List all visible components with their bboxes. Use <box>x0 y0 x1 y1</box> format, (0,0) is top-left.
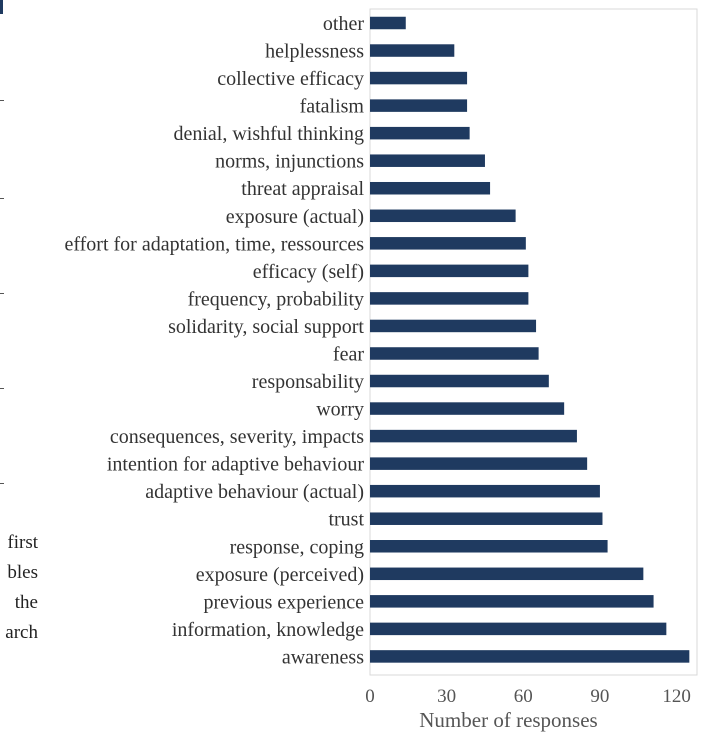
bar <box>370 402 565 415</box>
category-label: worry <box>316 399 364 421</box>
category-label: fear <box>333 343 364 365</box>
category-label: frequency, probability <box>188 288 364 310</box>
bar <box>370 126 470 140</box>
category-label: awareness <box>282 646 364 668</box>
category-label: response, coping <box>230 536 364 558</box>
category-label: solidarity, social support <box>168 316 364 338</box>
fragment-word: the <box>14 592 38 613</box>
x-tick-label: 60 <box>514 686 533 707</box>
category-label: denial, wishful thinking <box>173 123 364 145</box>
bar <box>370 512 603 525</box>
category-labels-group: other helplessness collective efficacy fata… <box>64 13 364 668</box>
bar <box>370 319 537 333</box>
x-axis-ticks-group: 0 30 60 90 120 <box>365 686 691 707</box>
bar <box>370 374 549 388</box>
bar <box>370 484 600 498</box>
category-label: other <box>323 13 364 35</box>
left-text-fragment: first bles the arch <box>0 0 40 732</box>
category-label: information, knowledge <box>172 619 364 641</box>
category-label: fatalism <box>300 96 365 118</box>
fragment-word: bles <box>7 562 38 583</box>
x-tick-label: 30 <box>437 686 456 707</box>
bars-group <box>370 16 690 663</box>
bar <box>370 99 468 112</box>
bar <box>370 347 539 360</box>
fragment-tick <box>0 198 4 199</box>
category-label: responsability <box>252 371 364 393</box>
category-label: consequences, severity, impacts <box>110 426 364 448</box>
bar <box>370 237 526 250</box>
category-label: effort for adaptation, time, ressources <box>64 233 364 255</box>
fragment-tick <box>0 388 4 389</box>
fragment-tick <box>0 483 4 484</box>
bar <box>370 154 485 167</box>
category-label: trust <box>328 509 364 531</box>
bar <box>370 292 529 305</box>
bar <box>370 595 654 608</box>
fragment-tick <box>0 293 4 294</box>
fragment-tick <box>0 100 4 101</box>
bar <box>370 622 667 636</box>
bar <box>370 264 529 278</box>
plot-area-border <box>369 8 698 676</box>
category-label: collective efficacy <box>217 68 364 90</box>
fragment-word: first <box>7 532 38 553</box>
category-label: helplessness <box>265 41 364 63</box>
category-label: exposure (actual) <box>226 206 364 228</box>
bar <box>370 650 690 663</box>
bar <box>370 457 588 470</box>
fragment-word: arch <box>5 622 38 643</box>
bar <box>370 540 608 553</box>
bar <box>370 181 491 195</box>
x-tick-label: 90 <box>590 686 609 707</box>
category-label: norms, injunctions <box>215 151 364 173</box>
bar <box>370 209 516 223</box>
x-axis-title: Number of responses <box>419 708 597 732</box>
category-label: adaptive behaviour (actual) <box>145 481 364 503</box>
bar <box>370 71 468 85</box>
category-label: exposure (perceived) <box>196 564 364 586</box>
category-label: previous experience <box>204 591 365 613</box>
fragment-tick <box>0 0 3 14</box>
category-label: efficacy (self) <box>253 261 364 283</box>
x-tick-label: 120 <box>662 686 691 707</box>
bar <box>370 429 577 443</box>
bar <box>370 44 455 57</box>
x-tick-label: 0 <box>365 686 375 707</box>
category-label: intention for adaptive behaviour <box>107 454 364 476</box>
category-label: threat appraisal <box>241 178 364 200</box>
bar <box>370 16 406 30</box>
bar <box>370 567 644 581</box>
